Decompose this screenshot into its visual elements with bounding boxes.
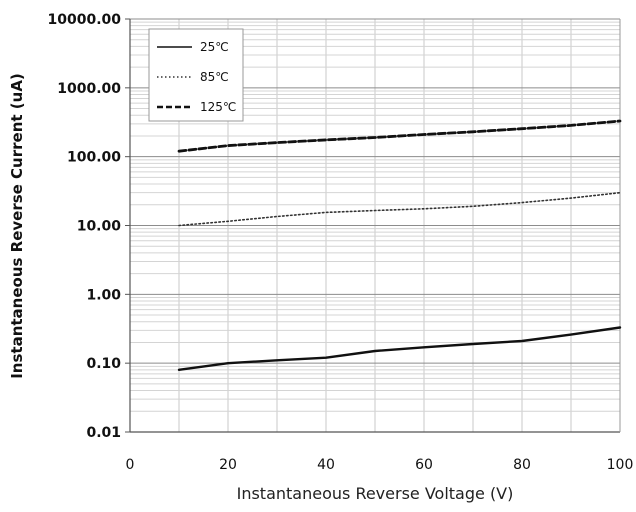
y-tick-label: 100.00: [67, 150, 121, 166]
legend-label-125c: 125℃: [200, 100, 236, 114]
x-tick-label: 40: [317, 457, 335, 473]
x-tick-label: 0: [126, 457, 135, 473]
x-tick-label: 20: [219, 457, 237, 473]
legend-box: [148, 28, 244, 122]
y-tick-labels: 0.01 0.10 1.00 10.00 100.00 1000.00 10000.00: [47, 12, 121, 441]
series-line-0: [177, 326, 622, 371]
x-tick-labels: 0 20 40 60 80 100: [126, 457, 634, 473]
axes: [125, 18, 621, 433]
y-tick-label: 10000.00: [47, 12, 121, 28]
y-axis-title: Instantaneous Reverse Current (uA): [8, 73, 26, 379]
series-line-1: [178, 191, 621, 227]
x-axis-title: Instantaneous Reverse Voltage (V): [237, 484, 514, 503]
x-tick-label: 60: [415, 457, 433, 473]
y-tick-label: 0.10: [86, 356, 121, 372]
y-tick-label: 0.01: [86, 425, 121, 441]
y-tick-label: 1.00: [86, 287, 121, 303]
y-tick-label: 1000.00: [57, 81, 121, 97]
series-line-2: [177, 119, 622, 153]
legend-label-85c: 85℃: [200, 70, 229, 84]
series-lines: [177, 119, 622, 371]
y-tick-label: 10.00: [77, 219, 122, 235]
legend-label-25c: 25℃: [200, 40, 229, 54]
legend: 25℃ 85℃ 125℃: [148, 28, 244, 122]
x-tick-label: 100: [607, 457, 634, 473]
x-tick-label: 80: [513, 457, 531, 473]
